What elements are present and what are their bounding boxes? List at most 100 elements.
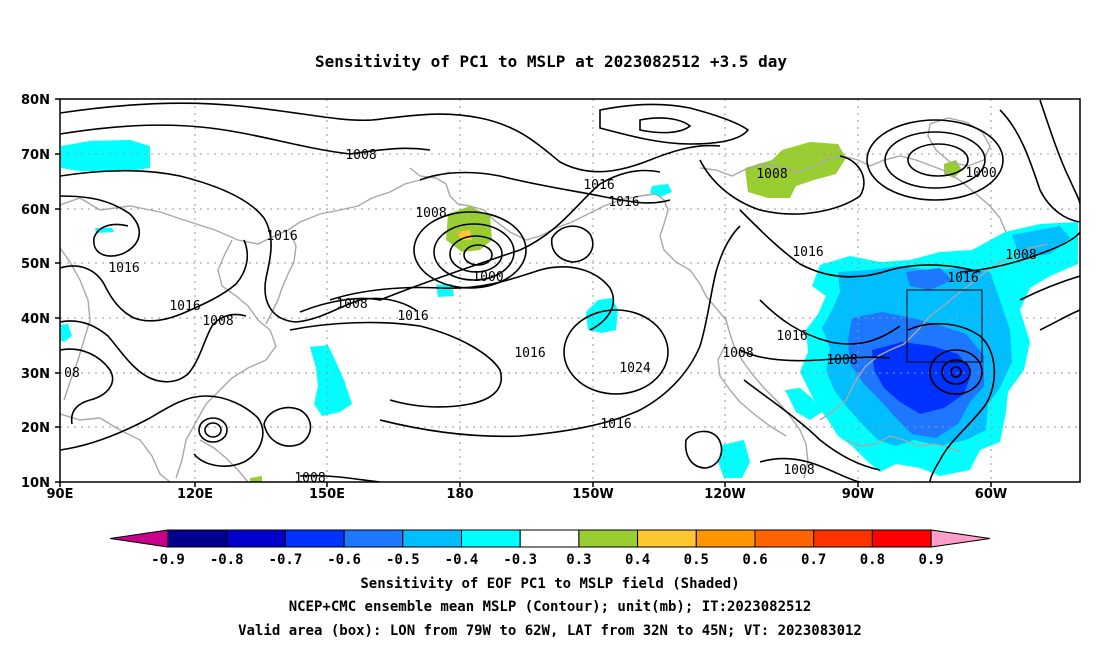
isobar	[1019, 275, 1080, 301]
shade-negative-0.7	[872, 342, 972, 414]
contour-label: 1016	[583, 178, 614, 193]
shade-positive-0.3	[250, 476, 262, 482]
contour-label: 1008	[202, 314, 233, 329]
colorbar-swatch	[637, 529, 697, 548]
isobar	[204, 422, 222, 438]
contour-label: 1016	[397, 309, 428, 324]
contour-label: 1008	[1005, 248, 1036, 263]
contour-label: 1016	[514, 346, 545, 361]
contour-label: 1008	[756, 167, 787, 182]
contour-label: 08	[64, 366, 80, 381]
isobar	[563, 309, 669, 395]
contour-label: 1016	[108, 261, 139, 276]
isobar	[60, 395, 264, 467]
isobar	[60, 169, 417, 323]
isobar	[329, 266, 615, 331]
isobar	[941, 359, 971, 385]
footer-line-2: NCEP+CMC ensemble mean MSLP (Contour); u…	[289, 599, 812, 615]
lon-label: 180	[446, 487, 473, 502]
graticule	[60, 99, 1080, 482]
coastline	[699, 155, 1007, 233]
lat-label: 60N	[21, 203, 50, 218]
colorbar-label: -0.5	[386, 552, 420, 568]
colorbar-swatch	[813, 529, 873, 548]
shade-negative-0.6	[906, 268, 952, 290]
shade-positive-0.3	[944, 160, 962, 178]
isobar	[639, 117, 692, 134]
coastline	[60, 171, 451, 245]
isobar	[950, 366, 962, 378]
isobar	[60, 239, 249, 322]
lon-label: 120E	[177, 487, 213, 502]
isobar	[959, 231, 1080, 273]
contour-label: 1008	[345, 148, 376, 163]
colorbar-label: -0.6	[327, 552, 361, 568]
shade-negative	[785, 388, 822, 420]
map-frame	[59, 98, 1081, 483]
isobar	[449, 235, 503, 273]
footer-line-1: Sensitivity of EOF PC1 to MSLP field (Sh…	[360, 576, 739, 592]
lat-label: 80N	[21, 93, 50, 108]
isobar	[739, 209, 981, 278]
coastline	[409, 167, 809, 479]
longitude-labels: 90E 120E 150E 180 150W 120W 90W 60W	[47, 487, 1008, 502]
isobar	[866, 119, 1004, 201]
colorbar-swatch	[167, 529, 228, 548]
latitude-labels: 80N 70N 60N 50N 40N 30N 20N 10N	[21, 93, 50, 491]
colorbar-label: 0.6	[742, 552, 767, 568]
isobar	[759, 457, 861, 482]
colorbar-label: 0.8	[860, 552, 885, 568]
isobar	[60, 313, 247, 383]
lon-label: 150W	[572, 487, 613, 502]
isobar	[999, 109, 1080, 223]
isobar	[907, 143, 969, 177]
colorbar-swatch	[695, 529, 756, 548]
contour-label: 1000	[965, 166, 996, 181]
isobar	[599, 103, 750, 145]
lon-label: 60W	[975, 487, 1007, 502]
isobar	[299, 169, 661, 313]
colorbar-label: -0.8	[210, 552, 244, 568]
isobar	[419, 171, 671, 204]
colorbar-high-triangle	[930, 529, 991, 548]
colorbar-label: 0.4	[625, 552, 650, 568]
colorbar-swatch	[226, 529, 286, 548]
contour-label: 1008	[336, 297, 367, 312]
contour-label: 1016	[947, 271, 978, 286]
colorbar-swatch	[343, 529, 404, 548]
lat-label: 70N	[21, 148, 50, 163]
colorbar-label: -0.3	[503, 552, 537, 568]
isobar	[379, 225, 741, 438]
contour-label: 1016	[169, 299, 200, 314]
isobar	[907, 322, 996, 482]
contour-label: 1008	[722, 346, 753, 361]
isobar	[198, 417, 228, 443]
contour-label: 1008	[294, 471, 325, 486]
lat-label: 30N	[21, 367, 50, 382]
contour-label: 1016	[266, 229, 297, 244]
isobar	[743, 379, 881, 471]
isobar	[884, 131, 986, 189]
isobar	[263, 406, 312, 447]
isobar	[739, 349, 891, 362]
lat-label: 20N	[21, 421, 50, 436]
lat-label: 40N	[21, 312, 50, 327]
colorbar-label: -0.9	[151, 552, 185, 568]
shade-negative	[650, 184, 672, 197]
isobar	[1039, 309, 1080, 331]
shade-negative	[586, 298, 618, 333]
lon-label: 90W	[842, 487, 874, 502]
contour-label: 1024	[619, 361, 650, 376]
lon-label: 90E	[47, 487, 74, 502]
contour-label: 1016	[600, 417, 631, 432]
coastline	[199, 439, 249, 482]
contour-labels: 1008 1016 1016 1016 1008 1016 1008 1008 …	[64, 148, 1036, 486]
mslp-contours	[60, 99, 1080, 482]
shade-negative	[718, 440, 750, 478]
colorbar-swatch	[284, 529, 345, 548]
coastlines	[60, 117, 1049, 482]
colorbar-label: -0.7	[269, 552, 303, 568]
colorbar-low-triangle	[109, 529, 169, 548]
isobar	[759, 299, 901, 345]
shade-negative	[61, 140, 150, 172]
